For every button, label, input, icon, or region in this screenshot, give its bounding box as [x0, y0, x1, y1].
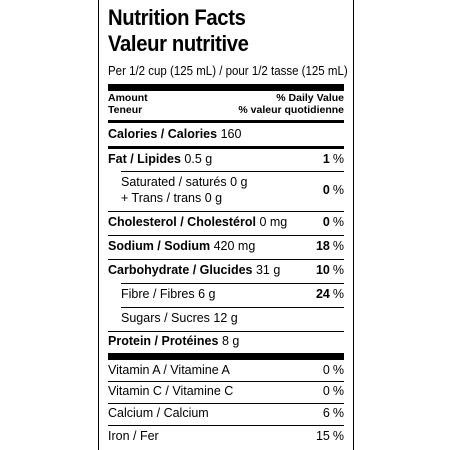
thick-divider — [108, 84, 344, 91]
daily-value-header-en: % Daily Value — [276, 92, 344, 104]
divider — [121, 171, 344, 172]
divider — [108, 425, 344, 426]
calories-row: Calories / Calories 160 — [108, 127, 241, 142]
iron-percent-value: 15 — [315, 429, 330, 443]
carbohydrate-percent-value: 10 — [315, 263, 330, 277]
vitamin-c-percent-value: 0 — [322, 384, 330, 398]
thick-divider — [108, 353, 344, 360]
cholesterol-percent-value: 0 — [322, 215, 330, 229]
fat-percent-symbol: % — [332, 152, 344, 166]
vitamin-a-percent: 0% — [323, 363, 344, 378]
vitamin-c-percent-symbol: % — [332, 384, 344, 398]
carbohydrate-label: Carbohydrate / Glucides — [108, 263, 253, 277]
cholesterol-amount: 0 mg — [259, 215, 288, 229]
sodium-row: Sodium / Sodium 420 mg — [108, 239, 255, 254]
sodium-label: Sodium / Sodium — [108, 239, 211, 253]
sodium-amount: 420 mg — [213, 239, 256, 253]
carbohydrate-amount: 31 g — [255, 263, 281, 277]
carbohydrate-percent: 10% — [316, 263, 344, 278]
carbohydrate-row: Carbohydrate / Glucides 31 g — [108, 263, 280, 278]
divider — [121, 283, 344, 284]
carbohydrate-percent-symbol: % — [332, 263, 344, 277]
divider — [108, 211, 344, 212]
nutrition-facts-table: Nutrition Facts Valeur nutritive Per 1/2… — [98, 0, 354, 450]
title-english: Nutrition Facts — [108, 5, 246, 30]
medium-divider — [108, 120, 344, 123]
trans-fat-line: + Trans / trans 0 g — [121, 191, 223, 205]
fibre-percent-value: 24 — [315, 287, 330, 301]
divider — [108, 403, 344, 404]
iron-row: Iron / Fer — [108, 429, 159, 443]
fibre-row: Fibre / Fibres 6 g — [121, 287, 216, 301]
divider — [108, 381, 344, 382]
sodium-percent-symbol: % — [332, 239, 344, 253]
fibre-percent: 24% — [316, 287, 344, 302]
calories-label: Calories / Calories — [108, 127, 218, 141]
iron-percent: 15% — [316, 429, 344, 444]
calories-divider — [108, 146, 344, 149]
protein-amount: 8 g — [221, 334, 240, 348]
protein-label: Protein / Protéines — [108, 334, 219, 348]
calcium-percent-symbol: % — [332, 406, 344, 420]
saturated-percent-symbol: % — [332, 183, 344, 197]
sodium-percent: 18% — [316, 239, 344, 254]
divider — [121, 307, 344, 308]
divider — [108, 259, 344, 260]
divider — [108, 331, 344, 332]
vitamin-c-percent: 0% — [323, 384, 344, 399]
serving-size: Per 1/2 cup (125 mL) / pour 1/2 tasse (1… — [108, 64, 348, 78]
fat-row: Fat / Lipides 0.5 g — [108, 152, 212, 167]
saturated-percent-value: 0 — [322, 183, 330, 197]
calories-value: 160 — [220, 127, 242, 141]
amount-header-fr: Teneur — [108, 104, 143, 116]
fat-percent-value: 1 — [322, 152, 330, 166]
sugars-row: Sugars / Sucres 12 g — [121, 311, 238, 325]
title-french: Valeur nutritive — [108, 31, 249, 56]
vitamin-c-row: Vitamin C / Vitamine C — [108, 384, 234, 398]
daily-value-header-fr: % valeur quotidienne — [238, 104, 344, 116]
amount-header-en: Amount — [108, 92, 148, 104]
saturated-trans-percent: 0% — [323, 183, 344, 198]
divider — [108, 235, 344, 236]
cholesterol-percent: 0% — [323, 215, 344, 230]
iron-percent-symbol: % — [332, 429, 344, 443]
calcium-percent-value: 6 — [322, 406, 330, 420]
cholesterol-row: Cholesterol / Cholestérol 0 mg — [108, 215, 287, 230]
fat-percent: 1% — [323, 152, 344, 167]
cholesterol-percent-symbol: % — [332, 215, 344, 229]
calcium-percent: 6% — [323, 406, 344, 421]
cholesterol-label: Cholesterol / Cholestérol — [108, 215, 256, 229]
fibre-percent-symbol: % — [332, 287, 344, 301]
calcium-row: Calcium / Calcium — [108, 406, 209, 420]
vitamin-a-percent-value: 0 — [322, 363, 330, 377]
protein-row: Protein / Protéines 8 g — [108, 334, 239, 349]
sodium-percent-value: 18 — [315, 239, 330, 253]
vitamin-a-percent-symbol: % — [332, 363, 344, 377]
fat-amount: 0.5 g — [184, 152, 213, 166]
vitamin-a-row: Vitamin A / Vitamine A — [108, 363, 230, 377]
fat-label: Fat / Lipides — [108, 152, 181, 166]
saturated-fat-line: Saturated / saturés 0 g — [121, 175, 248, 189]
